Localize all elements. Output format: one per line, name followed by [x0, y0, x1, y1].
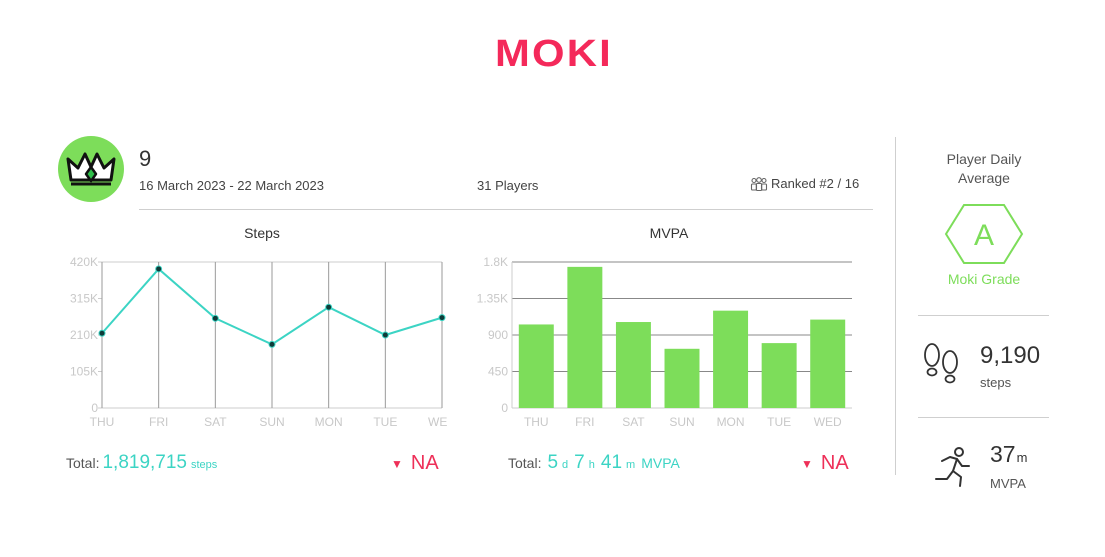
sidebar-separator [918, 417, 1049, 418]
x-tick-label: FRI [149, 415, 168, 429]
mvpa-total-suffix: MVPA [641, 455, 680, 471]
mvpa-chart-title: MVPA [649, 225, 689, 241]
daily-mvpa-value: 37 m [990, 441, 1027, 468]
y-tick-label: 210K [70, 328, 98, 342]
sidebar-divider [895, 137, 896, 475]
bar [567, 266, 603, 408]
bar [664, 348, 700, 408]
bar [761, 343, 797, 408]
steps-total-label: Total: [66, 455, 100, 471]
y-tick-label: 315K [70, 292, 98, 306]
header-divider [139, 209, 873, 210]
mvpa-change: ▼ NA [801, 452, 849, 475]
y-tick-label: 0 [91, 401, 98, 415]
daily-steps-unit: steps [980, 375, 1012, 390]
team-name: 9 [139, 146, 152, 171]
bar [810, 319, 846, 408]
footprints-icon [924, 343, 958, 384]
steps-change-value: NA [410, 452, 439, 474]
steps-total: Total: 1,819,715 steps [66, 452, 217, 474]
mvpa-change-value: NA [820, 452, 849, 474]
x-tick-label: FRI [575, 415, 594, 429]
sidebar-separator [918, 315, 1049, 316]
moki-logo: MOKI [495, 36, 613, 68]
rank-info: Ranked #2 / 16 [750, 176, 859, 191]
data-point [268, 340, 276, 348]
data-point [98, 329, 106, 337]
group-icon [750, 176, 768, 191]
team-badge [58, 136, 124, 202]
steps-chart-title: Steps [244, 225, 280, 241]
x-tick-label: SUN [259, 415, 284, 429]
player-daily-average-label: Player Daily Average [920, 150, 1048, 188]
steps-line-chart: 0 105K 210K 315K 420K THU FRI SAT SUN MON TUE WED [70, 255, 448, 429]
grade-caption: Moki Grade [947, 271, 1021, 287]
crown-icon [66, 152, 116, 186]
x-tick-label: MON [717, 415, 745, 429]
runner-icon [935, 447, 970, 487]
avg-label-line1: Player Daily [946, 151, 1022, 167]
data-point [211, 314, 219, 322]
y-tick-label: 105K [70, 365, 98, 379]
steps-change: ▼ NA [391, 452, 439, 475]
rank-text: Ranked #2 / 16 [771, 176, 860, 191]
steps-total-value: 1,819,715 [102, 452, 187, 473]
data-point [155, 265, 163, 273]
x-tick-label: THU [524, 415, 549, 429]
mvpa-total: Total: 5 d 7 h 41 m MVPA [508, 452, 680, 474]
x-tick-label: TUE [767, 415, 791, 429]
down-triangle-icon: ▼ [801, 456, 813, 471]
daily-steps-value: 9,190 [980, 342, 1041, 369]
x-tick-label: WED [428, 415, 448, 429]
mvpa-bar-chart: 0 450 900 1.35K 1.8K THU FRI SAT SUN MON TUE WED [477, 255, 852, 429]
y-tick-label: 1.8K [483, 255, 508, 269]
data-point [381, 331, 389, 339]
mvpa-total-hours-unit: h [588, 459, 595, 471]
date-range: 16 March 2023 - 22 March 2023 [139, 178, 324, 193]
mvpa-total-days-unit: d [562, 459, 569, 471]
y-tick-label: 0 [501, 401, 508, 415]
mvpa-total-days: 5 [547, 452, 559, 473]
daily-mvpa-unit: MVPA [990, 476, 1026, 491]
mvpa-total-minutes: 41 [600, 452, 623, 473]
bar [713, 310, 749, 408]
x-tick-label: SAT [622, 415, 645, 429]
mvpa-total-hours: 7 [574, 452, 585, 473]
x-tick-label: SAT [204, 415, 227, 429]
x-tick-label: THU [90, 415, 115, 429]
data-point [438, 314, 446, 322]
steps-total-unit: steps [191, 459, 218, 471]
mvpa-total-label: Total: [508, 455, 542, 471]
data-point [325, 303, 333, 311]
logo-text: MOKI [495, 36, 613, 68]
x-tick-label: SUN [669, 415, 694, 429]
grade-hexagon-icon: A [944, 204, 1024, 264]
grade-letter: A [974, 219, 994, 252]
y-tick-label: 420K [70, 255, 98, 269]
y-tick-label: 900 [488, 328, 508, 342]
daily-mvpa-number-unit: m [1016, 450, 1028, 465]
mvpa-total-minutes-unit: m [626, 459, 636, 471]
bar [615, 322, 651, 408]
down-triangle-icon: ▼ [391, 456, 403, 471]
x-tick-label: WED [814, 415, 842, 429]
avg-label-line2: Average [958, 170, 1010, 186]
x-tick-label: TUE [373, 415, 397, 429]
daily-mvpa-number: 37 [990, 441, 1016, 467]
y-tick-label: 1.35K [477, 292, 508, 306]
player-count: 31 Players [477, 178, 539, 193]
y-tick-label: 450 [488, 365, 508, 379]
bar [518, 324, 554, 408]
x-tick-label: MON [315, 415, 343, 429]
